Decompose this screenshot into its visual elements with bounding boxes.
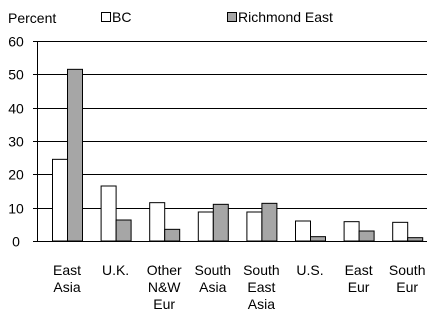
bar-bc xyxy=(246,211,263,242)
y-tick-label: 60 xyxy=(8,34,24,50)
bar-bc xyxy=(392,221,409,242)
legend-swatch xyxy=(227,12,237,22)
x-tick-label: Other N&W Eur xyxy=(147,262,182,312)
x-tick-label: U.K. xyxy=(102,262,129,278)
x-tick-label: East Asia xyxy=(53,262,81,295)
bar-bc xyxy=(295,220,311,242)
bar-bc xyxy=(197,211,214,242)
y-tick-label: 20 xyxy=(8,167,24,183)
bar-richmond-east xyxy=(261,202,278,242)
grid xyxy=(37,41,427,209)
y-tick-label: 0 xyxy=(12,234,20,250)
bar-richmond-east xyxy=(164,228,181,242)
bar-richmond-east xyxy=(212,203,229,242)
bar-bc xyxy=(343,221,360,242)
x-tick-label: South East Asia xyxy=(243,262,280,312)
bars xyxy=(52,68,424,242)
y-tick-label: 40 xyxy=(8,101,24,117)
legend: Percent BC Richmond East xyxy=(8,9,333,26)
x-tick-label: South Asia xyxy=(195,262,232,295)
y-tick-label: 30 xyxy=(8,134,24,150)
y-tick-label: 10 xyxy=(8,201,24,217)
bar-richmond-east xyxy=(407,237,424,242)
y-tick-label: 50 xyxy=(8,67,24,83)
x-tick-label: South Eur xyxy=(389,262,426,295)
x-tick-label: U.S. xyxy=(296,262,323,278)
bar-bc xyxy=(149,202,166,242)
legend-swatch xyxy=(101,12,111,22)
bar-bc xyxy=(52,158,68,242)
axes xyxy=(37,41,427,242)
legend-label: Richmond East xyxy=(238,9,333,25)
x-tick-label: East Eur xyxy=(345,262,373,295)
bar-richmond-east xyxy=(310,236,326,242)
bar-richmond-east xyxy=(67,68,83,242)
bar-richmond-east xyxy=(115,219,132,242)
y-tick-labels: 0 10 20 30 40 50 60 xyxy=(8,34,37,250)
legend-label: BC xyxy=(112,9,131,25)
bar-richmond-east xyxy=(358,230,375,242)
bar-bc xyxy=(100,185,117,242)
x-tick-labels: East Asia U.K. Other N&W Eur South Asia South Eas… xyxy=(53,262,426,312)
y-axis-title: Percent xyxy=(8,10,56,26)
